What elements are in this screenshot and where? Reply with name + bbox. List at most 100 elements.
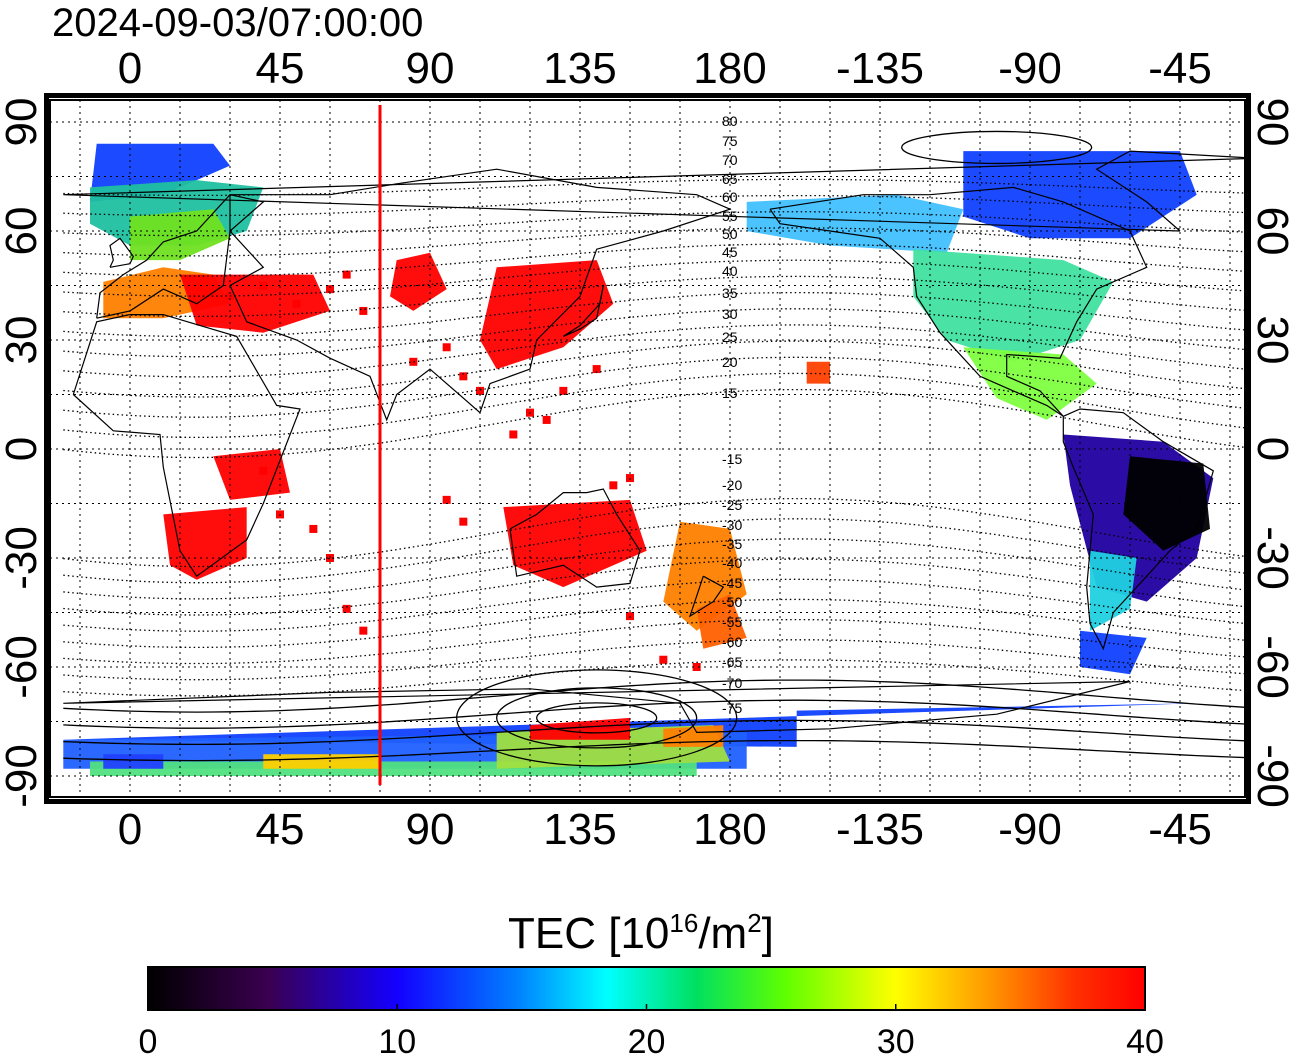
tec-station-dot xyxy=(542,415,551,424)
tec-station-dot xyxy=(442,495,451,504)
tec-station-dot xyxy=(459,372,468,381)
contour-label: 80 xyxy=(722,113,738,129)
lat-tick-label-left: 30 xyxy=(0,316,46,365)
contour-label: -35 xyxy=(722,536,742,552)
tec-station-dot xyxy=(359,306,368,315)
tec-region xyxy=(263,754,380,769)
contour-label: 55 xyxy=(722,208,738,224)
magnetic-contour xyxy=(63,558,1245,616)
colorbar-label-main: TEC [10 xyxy=(508,909,669,958)
coastline xyxy=(562,285,604,337)
map-frame-left-band xyxy=(44,93,49,804)
tec-station-dot xyxy=(692,663,701,671)
colorbar-ticks: 0 10 20 30 40 xyxy=(139,1004,1164,1057)
contour-label: 15 xyxy=(722,385,738,401)
contour-label: -30 xyxy=(722,517,742,533)
coastline xyxy=(72,314,301,578)
contour-label: -55 xyxy=(722,614,742,630)
contour-label: 75 xyxy=(722,133,738,149)
tec-station-dot xyxy=(342,270,351,279)
latitude-ticks-left: 90 60 30 0 -30 -60 -90 xyxy=(0,98,46,808)
tec-station-dot xyxy=(559,386,568,395)
lon-tick-label-top: -135 xyxy=(836,44,924,93)
tec-station-dot xyxy=(459,517,468,526)
map-frame xyxy=(49,99,1246,798)
lat-tick-label-left: -60 xyxy=(0,635,46,699)
lon-tick-label-top: 180 xyxy=(693,44,766,93)
contour-label: 65 xyxy=(722,171,738,187)
tec-station-dot xyxy=(326,285,334,294)
tec-colorbar: TEC [1016/m2] 0 10 20 30 40 xyxy=(139,908,1164,1057)
tec-region xyxy=(503,499,647,588)
lat-tick-label-left: -30 xyxy=(0,526,46,590)
latitude-ticks-right: 90 60 30 0 -30 -60 -90 xyxy=(1248,98,1294,808)
lon-tick-label-bottom: -135 xyxy=(836,805,924,854)
magnetic-contour xyxy=(63,679,1245,713)
contour-label: -20 xyxy=(722,477,742,493)
lat-tick-label-right: -30 xyxy=(1248,526,1294,590)
lat-tick-label-right: -90 xyxy=(1248,744,1294,808)
longitude-ticks-top: 0 45 90 135 180 -135 -90 -45 xyxy=(118,44,1212,93)
tec-station-dot xyxy=(342,604,351,613)
coastline xyxy=(96,194,265,319)
magnetic-contour xyxy=(63,538,1245,600)
magnetic-contour xyxy=(63,324,1245,378)
tec-region xyxy=(213,449,290,500)
colorbar-gradient xyxy=(147,966,1146,1011)
lon-tick-label-top: 90 xyxy=(406,44,455,93)
colorbar-label: TEC [1016/m2] xyxy=(508,908,774,958)
coastline xyxy=(1062,408,1215,651)
tec-region xyxy=(963,151,1197,239)
lon-tick-label-bottom: 135 xyxy=(543,805,616,854)
magnetic-pole-ring-north xyxy=(901,130,1093,165)
tec-station-dot xyxy=(592,365,601,374)
tec-region xyxy=(806,361,830,384)
contour-label: 30 xyxy=(722,306,738,322)
magnetic-contour xyxy=(63,739,1245,762)
colorbar-tick-label: 10 xyxy=(378,1023,416,1057)
colorbar-label-sup1: 16 xyxy=(669,908,698,938)
lon-tick-label-top: 0 xyxy=(118,44,142,93)
lat-tick-label-right: 0 xyxy=(1248,437,1294,461)
tec-region xyxy=(746,194,964,253)
magnetic-contour xyxy=(63,518,1245,584)
tec-station-dot xyxy=(309,524,318,533)
tec-station-dot xyxy=(259,281,268,290)
colorbar-tick-label: 20 xyxy=(628,1023,666,1057)
lon-tick-label-bottom: 90 xyxy=(406,805,455,854)
tec-station-dot xyxy=(292,299,301,308)
lat-tick-label-right: 90 xyxy=(1248,98,1294,147)
lat-tick-label-left: 60 xyxy=(0,207,46,256)
tec-station-dot xyxy=(259,466,268,475)
lat-tick-label-left: -90 xyxy=(0,744,46,808)
coastline xyxy=(509,488,641,588)
lon-tick-label-top: 45 xyxy=(256,44,305,93)
magnetic-contour xyxy=(63,340,1245,398)
colorbar-label-sup2: 2 xyxy=(747,908,761,938)
tec-station-dot xyxy=(442,343,451,352)
tec-station-dot xyxy=(509,430,518,439)
tec-region xyxy=(103,754,164,769)
map-frame-right-band xyxy=(1246,93,1251,804)
coastline xyxy=(769,186,1148,417)
contour-label: -65 xyxy=(722,654,742,670)
lat-tick-label-left: 90 xyxy=(0,98,46,147)
tec-station-dot xyxy=(659,655,668,664)
contour-label: 35 xyxy=(722,285,738,301)
coastline xyxy=(688,575,725,618)
magnetic-contour xyxy=(63,372,1245,439)
magnetic-pole-ring xyxy=(496,687,698,749)
tec-region xyxy=(390,252,447,311)
lon-tick-label-bottom: 180 xyxy=(693,805,766,854)
lat-tick-label-left: 0 xyxy=(0,437,46,461)
tec-station-dot xyxy=(476,386,484,395)
colorbar-label-end: ] xyxy=(762,909,774,958)
magnetic-contour xyxy=(63,719,1245,746)
lon-tick-label-bottom: -45 xyxy=(1148,805,1212,854)
magnetic-contour xyxy=(63,699,1245,729)
tec-station-dot xyxy=(359,626,368,635)
contour-label: -40 xyxy=(722,555,742,571)
map-frame-bottom-band xyxy=(46,799,1249,804)
map-frame-top-band xyxy=(46,93,1249,98)
